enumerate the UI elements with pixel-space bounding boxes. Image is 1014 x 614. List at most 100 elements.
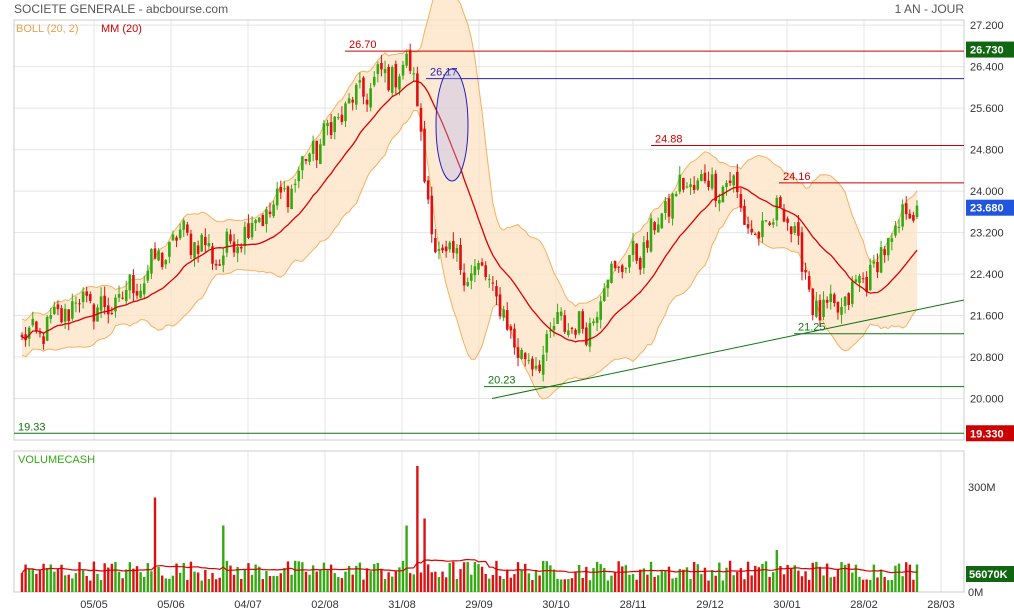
candle-body xyxy=(426,180,430,200)
candle-body xyxy=(815,300,818,317)
candle-body xyxy=(186,224,189,233)
candle-body xyxy=(132,275,135,294)
volume-bar xyxy=(168,578,171,592)
candle-body xyxy=(840,306,843,315)
volume-bar xyxy=(617,561,620,592)
candle-body xyxy=(807,275,811,290)
volume-bar xyxy=(308,574,311,592)
volume-bar xyxy=(473,561,477,592)
candle-body xyxy=(63,308,67,322)
candle-body xyxy=(480,262,484,266)
volume-bar xyxy=(825,563,829,592)
volume-bar xyxy=(869,579,872,592)
candle-body xyxy=(653,222,656,231)
volume-bar xyxy=(836,569,840,592)
candle-body xyxy=(685,186,689,188)
candle-body xyxy=(585,327,588,345)
volume-bar xyxy=(854,564,858,592)
volume-bar xyxy=(883,577,886,592)
volume-bar xyxy=(24,564,27,592)
volume-bar xyxy=(797,570,800,592)
volume-bar xyxy=(60,564,63,592)
candle-body xyxy=(448,242,452,250)
volume-average-line xyxy=(21,558,917,574)
volume-bar xyxy=(31,568,34,592)
candle-body xyxy=(390,66,394,93)
volume-bar xyxy=(894,565,897,592)
candle-body xyxy=(516,347,520,358)
candle-body xyxy=(168,241,171,257)
candlesticks xyxy=(20,43,919,382)
volume-bar xyxy=(786,564,789,592)
last-price-badge: 23.680 xyxy=(970,203,1004,215)
candle-body xyxy=(793,226,797,233)
volume-bar xyxy=(804,571,807,592)
volume-bar xyxy=(779,566,782,592)
volume-bar xyxy=(556,578,559,592)
volume-bar xyxy=(524,563,527,592)
candle-body xyxy=(861,278,865,280)
volume-bar xyxy=(696,564,699,592)
date-tick-label: 29/12 xyxy=(696,599,724,611)
chart-period: 1 AN - JOUR xyxy=(895,2,965,16)
candle-body xyxy=(27,327,31,339)
price-tick-label: 26.400 xyxy=(970,62,1004,74)
volume-bar xyxy=(286,561,290,592)
price-tick-label: 23.200 xyxy=(970,228,1004,240)
candle-body xyxy=(779,197,782,208)
volume-bar xyxy=(225,560,229,592)
volume-bar xyxy=(585,566,588,592)
volume-bar xyxy=(592,568,595,592)
candle-body xyxy=(829,293,833,303)
candle-body xyxy=(459,244,462,270)
volume-bar xyxy=(358,562,362,592)
candle-body xyxy=(99,296,103,311)
volume-bar xyxy=(283,567,286,592)
candle-body xyxy=(912,215,915,221)
volume-bar xyxy=(897,563,901,592)
volume-bar xyxy=(581,578,584,592)
candle-body xyxy=(761,220,764,238)
volume-bar xyxy=(200,580,203,592)
candle-body xyxy=(610,263,613,284)
volume-bar xyxy=(491,574,495,592)
volume-bar xyxy=(815,561,818,592)
chart-title: SOCIETE GENERALE - abcbourse.com xyxy=(14,2,228,16)
volume-bar xyxy=(865,579,868,592)
volume-bar xyxy=(732,575,735,592)
candle-body xyxy=(261,215,265,227)
volume-bar xyxy=(498,575,502,592)
candle-body xyxy=(211,246,214,264)
candle-body xyxy=(635,243,638,261)
candle-body xyxy=(904,203,908,215)
candle-body xyxy=(836,301,840,313)
candle-body xyxy=(243,226,247,247)
volume-bar xyxy=(394,571,398,592)
price-frame xyxy=(13,19,965,441)
candle-body xyxy=(333,116,337,133)
volume-bar xyxy=(182,562,185,592)
volume-axis: 300M 0M 56070K xyxy=(966,482,1014,599)
volume-bar xyxy=(99,580,103,592)
candle-body xyxy=(509,326,513,331)
date-tick-label: 28/03 xyxy=(927,599,955,611)
highlight-ellipse xyxy=(435,68,469,182)
support-trendline xyxy=(491,299,965,400)
volume-bar xyxy=(175,563,178,592)
volume-bar xyxy=(840,562,843,592)
price-tick-label: 24.800 xyxy=(970,145,1004,157)
volume-bar xyxy=(502,578,505,592)
candle-body xyxy=(588,323,592,347)
volume-bar xyxy=(121,578,124,592)
last-price-badge-bg xyxy=(966,199,1014,216)
volume-bar xyxy=(311,565,315,592)
volume-bar xyxy=(462,562,466,592)
volume-bar xyxy=(240,578,243,592)
candle-body xyxy=(437,248,441,251)
volume-panel: 300M 0M 56070K VOLUMECASH xyxy=(13,450,1014,599)
volume-bar xyxy=(42,563,45,592)
volume-bar xyxy=(452,561,455,592)
price-badges: 26.730 23.680 19.330 xyxy=(966,41,1014,442)
candle-body xyxy=(843,296,847,306)
candle-body xyxy=(505,310,509,330)
